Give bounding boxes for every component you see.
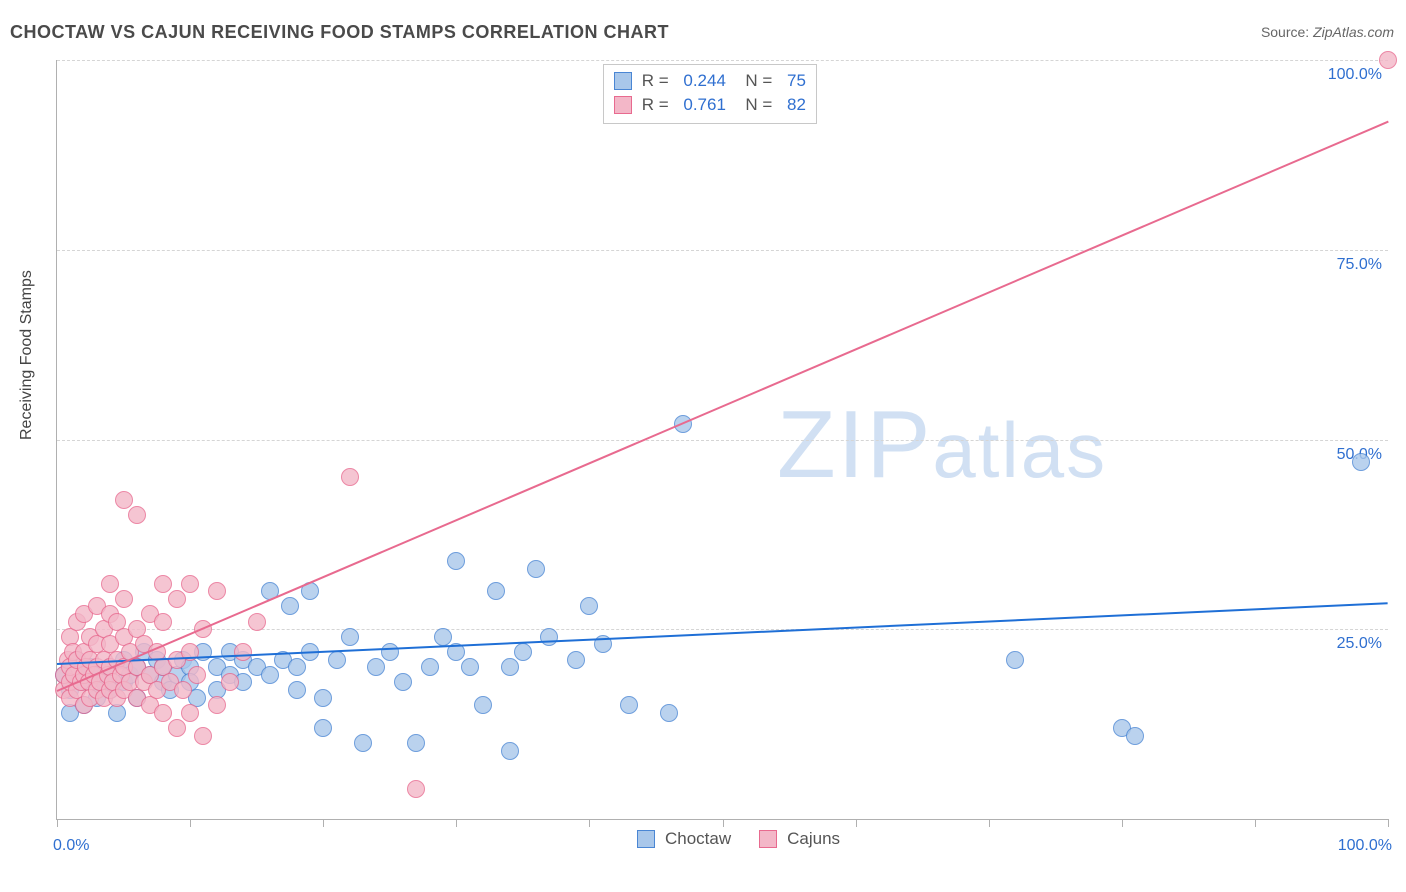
scatter-point-cajuns [208, 582, 226, 600]
scatter-point-choctaw [501, 658, 519, 676]
scatter-point-choctaw [367, 658, 385, 676]
scatter-point-choctaw [281, 597, 299, 615]
scatter-point-cajuns [101, 575, 119, 593]
stat-r-value: 0.244 [683, 69, 726, 93]
scatter-point-choctaw [527, 560, 545, 578]
scatter-point-choctaw [354, 734, 372, 752]
scatter-point-choctaw [474, 696, 492, 714]
chart-plot-area: ZIPatlas 25.0%50.0%75.0%100.0%0.0%100.0%… [56, 60, 1388, 820]
stat-r-label: R = [642, 69, 674, 93]
series-legend: Choctaw Cajuns [637, 829, 858, 849]
x-axis-tick [856, 819, 857, 827]
scatter-point-choctaw [567, 651, 585, 669]
scatter-point-choctaw [580, 597, 598, 615]
x-axis-tick [1255, 819, 1256, 827]
scatter-point-cajuns [115, 491, 133, 509]
x-axis-tick [1122, 819, 1123, 827]
scatter-point-cajuns [407, 780, 425, 798]
stats-row-choctaw: R = 0.244 N = 75 [614, 69, 806, 93]
scatter-point-cajuns [168, 719, 186, 737]
scatter-point-cajuns [115, 590, 133, 608]
stat-n-value: 82 [787, 93, 806, 117]
scatter-point-cajuns [168, 590, 186, 608]
scatter-point-cajuns [154, 613, 172, 631]
gridline-h [57, 60, 1388, 61]
y-axis-tick-label: 100.0% [1328, 66, 1382, 84]
scatter-point-choctaw [434, 628, 452, 646]
legend-label-cajuns: Cajuns [787, 829, 840, 849]
x-axis-tick [323, 819, 324, 827]
swatch-cajuns [614, 96, 632, 114]
stat-r-label: R = [642, 93, 674, 117]
scatter-point-choctaw [620, 696, 638, 714]
stat-n-label: N = [736, 93, 777, 117]
stat-n-label: N = [736, 69, 777, 93]
y-axis-tick-label: 75.0% [1337, 256, 1382, 274]
stats-row-cajuns: R = 0.761 N = 82 [614, 93, 806, 117]
source-prefix: Source: [1261, 24, 1313, 40]
scatter-point-choctaw [461, 658, 479, 676]
scatter-point-choctaw [341, 628, 359, 646]
x-axis-tick [190, 819, 191, 827]
stat-n-value: 75 [787, 69, 806, 93]
scatter-point-cajuns [154, 575, 172, 593]
scatter-point-cajuns [181, 704, 199, 722]
trend-line-cajuns [57, 121, 1389, 692]
scatter-point-cajuns [208, 696, 226, 714]
swatch-choctaw [614, 72, 632, 90]
x-axis-tick [723, 819, 724, 827]
x-axis-tick [1388, 819, 1389, 827]
scatter-point-choctaw [660, 704, 678, 722]
x-axis-tick-label: 0.0% [53, 837, 89, 855]
scatter-point-choctaw [421, 658, 439, 676]
scatter-point-cajuns [234, 643, 252, 661]
scatter-point-choctaw [328, 651, 346, 669]
scatter-point-choctaw [407, 734, 425, 752]
scatter-point-cajuns [341, 468, 359, 486]
scatter-point-choctaw [1352, 453, 1370, 471]
watermark: ZIPatlas [777, 390, 1107, 500]
source-label: Source: ZipAtlas.com [1261, 24, 1394, 40]
gridline-h [57, 250, 1388, 251]
y-axis-tick-label: 25.0% [1337, 635, 1382, 653]
scatter-point-cajuns [1379, 51, 1397, 69]
scatter-point-choctaw [487, 582, 505, 600]
scatter-point-choctaw [261, 666, 279, 684]
scatter-point-cajuns [174, 681, 192, 699]
chart-title: CHOCTAW VS CAJUN RECEIVING FOOD STAMPS C… [10, 22, 669, 43]
x-axis-tick [456, 819, 457, 827]
scatter-point-cajuns [221, 673, 239, 691]
gridline-h [57, 440, 1388, 441]
correlation-stats-box: R = 0.244 N = 75R = 0.761 N = 82 [603, 64, 817, 124]
x-axis-tick [589, 819, 590, 827]
scatter-point-cajuns [181, 575, 199, 593]
y-axis-label: Receiving Food Stamps [18, 270, 36, 440]
scatter-point-choctaw [1006, 651, 1024, 669]
x-axis-tick [989, 819, 990, 827]
legend-swatch-cajuns [759, 830, 777, 848]
legend-swatch-choctaw [637, 830, 655, 848]
scatter-point-choctaw [394, 673, 412, 691]
scatter-point-choctaw [514, 643, 532, 661]
scatter-point-cajuns [194, 727, 212, 745]
scatter-point-choctaw [1126, 727, 1144, 745]
scatter-point-choctaw [288, 658, 306, 676]
scatter-point-cajuns [188, 666, 206, 684]
scatter-point-cajuns [128, 506, 146, 524]
stat-r-value: 0.761 [683, 93, 726, 117]
scatter-point-choctaw [288, 681, 306, 699]
source-site: ZipAtlas.com [1313, 24, 1394, 40]
scatter-point-choctaw [381, 643, 399, 661]
scatter-point-choctaw [447, 552, 465, 570]
scatter-point-choctaw [314, 719, 332, 737]
scatter-point-cajuns [248, 613, 266, 631]
x-axis-tick-label: 100.0% [1338, 837, 1392, 855]
x-axis-tick [57, 819, 58, 827]
scatter-point-choctaw [501, 742, 519, 760]
scatter-point-choctaw [314, 689, 332, 707]
legend-label-choctaw: Choctaw [665, 829, 731, 849]
scatter-point-choctaw [540, 628, 558, 646]
scatter-point-cajuns [154, 704, 172, 722]
